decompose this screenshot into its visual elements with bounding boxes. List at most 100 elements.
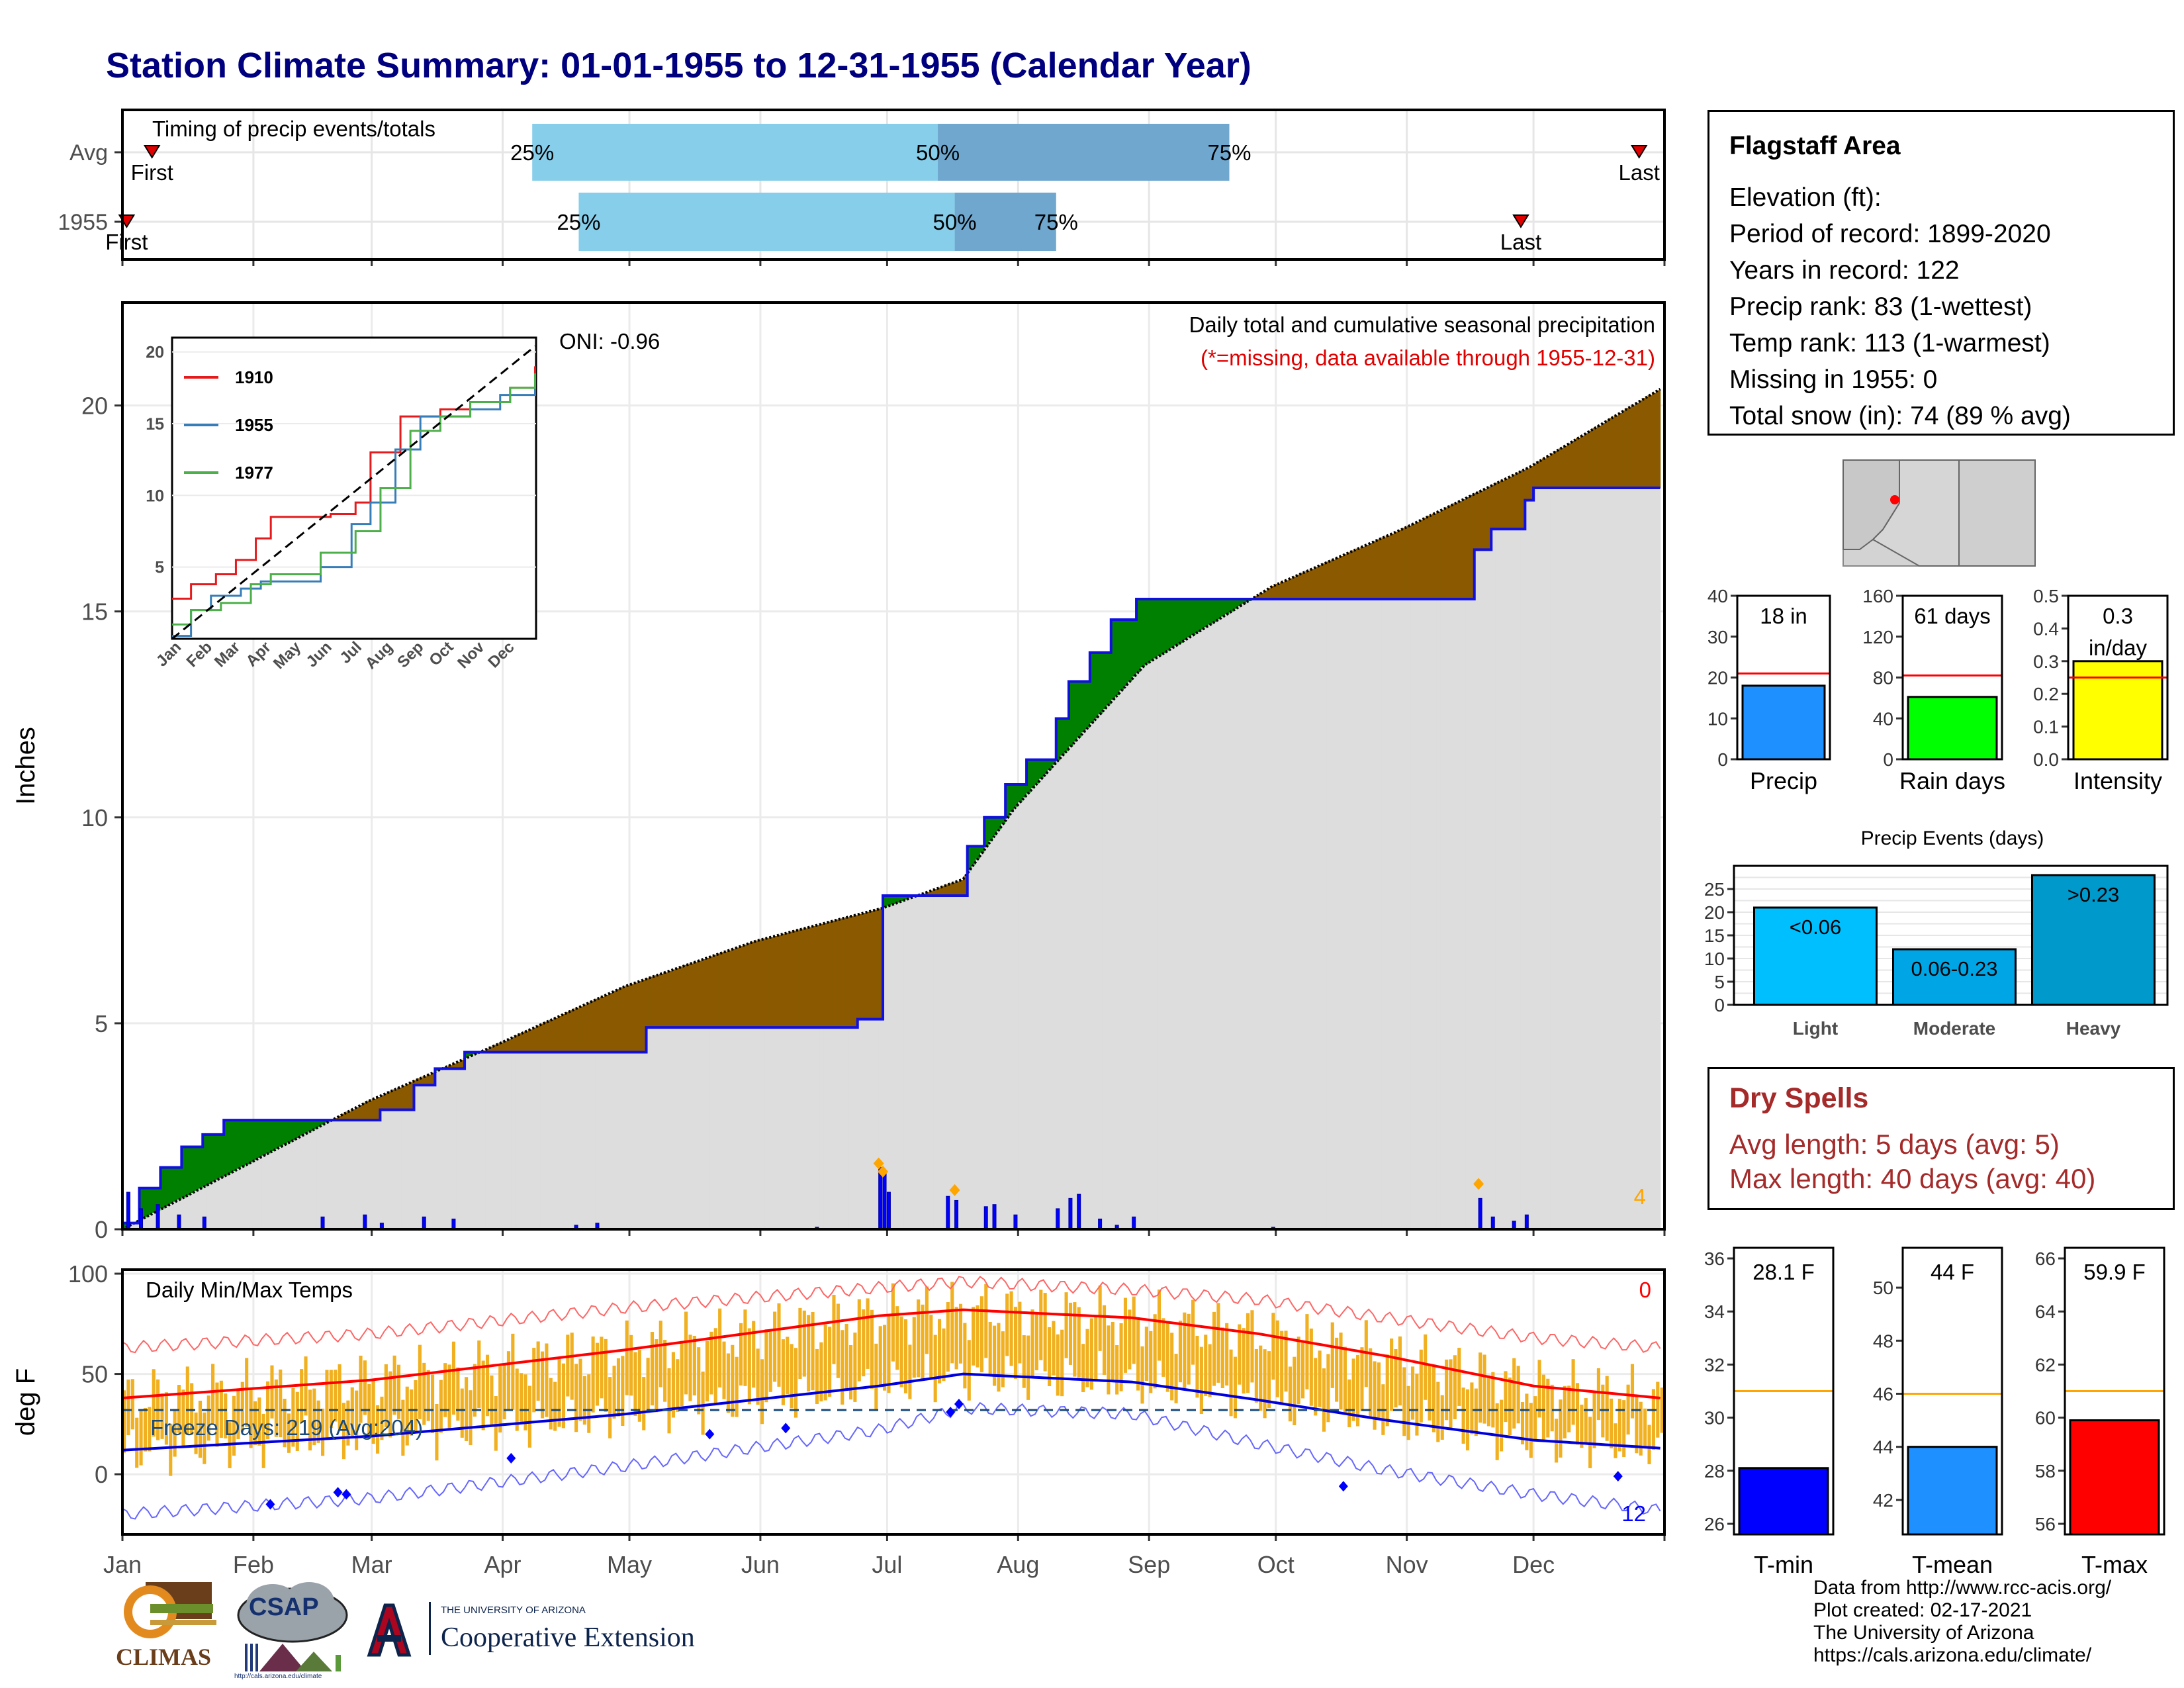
main-departure-band xyxy=(743,944,749,1028)
temp-daily-bar xyxy=(903,1319,908,1393)
temp-daily-bar xyxy=(1220,1327,1224,1388)
main-departure-band xyxy=(1406,526,1412,599)
temp-daily-bar xyxy=(520,1373,523,1423)
main-base-band xyxy=(130,1223,136,1229)
main-departure-band xyxy=(1022,784,1027,798)
temp-daily-bar xyxy=(401,1399,405,1456)
temp-daily-bar xyxy=(848,1344,853,1400)
tbar-y-tick-label: 60 xyxy=(2035,1408,2056,1429)
main-departure-band xyxy=(1495,483,1500,530)
main-base-band xyxy=(1335,599,1340,1229)
main-departure-band xyxy=(972,846,977,865)
main-base-band xyxy=(1204,627,1209,1229)
main-base-band xyxy=(1034,783,1040,1229)
main-base-band xyxy=(515,1052,520,1229)
main-base-band xyxy=(1470,599,1475,1229)
temp-daily-bar xyxy=(747,1328,751,1405)
main-departure-band xyxy=(798,929,803,1028)
temp-daily-bar xyxy=(878,1326,882,1386)
main-base-band xyxy=(887,906,892,1229)
main-base-band xyxy=(1153,658,1158,1229)
station-info-box: Flagstaff Area Elevation (ft): Period of… xyxy=(1707,110,2175,436)
main-departure-band xyxy=(954,881,960,896)
main-departure-band xyxy=(1635,402,1640,488)
temp-daily-bar xyxy=(1482,1354,1486,1424)
temp-daily-bar xyxy=(359,1355,363,1423)
page-title: Station Climate Summary: 01-01-1955 to 1… xyxy=(106,46,1251,85)
main-departure-band xyxy=(963,876,968,896)
main-base-band xyxy=(726,1027,731,1229)
main-departure-band xyxy=(819,923,825,1028)
main-base-band xyxy=(160,1208,165,1229)
temp-daily-bar xyxy=(667,1368,671,1434)
main-base-band xyxy=(1495,529,1500,1230)
main-daily-bar xyxy=(126,1192,130,1230)
main-base-band xyxy=(895,902,901,1229)
dry-spells-max: Max length: 40 days (avg: 40) xyxy=(1729,1163,2096,1194)
station-temp-rank: Temp rank: 113 (1-warmest) xyxy=(1729,329,2050,357)
temp-daily-bar xyxy=(135,1417,139,1468)
main-departure-band xyxy=(549,1019,554,1053)
tbar-y-tick-label: 46 xyxy=(1873,1384,1893,1405)
main-base-band xyxy=(608,1052,614,1229)
tbar-frame xyxy=(2064,1246,2165,1536)
main-departure-band xyxy=(1377,539,1382,599)
main-base-band xyxy=(1030,788,1036,1229)
main-y-tick-label: 5 xyxy=(95,1010,108,1037)
temp-daily-bar xyxy=(1111,1321,1115,1381)
mini-y-tick-label: 80 xyxy=(1873,668,1893,688)
main-departure-band xyxy=(1373,541,1378,599)
temp-x-tick-label: Dec xyxy=(1512,1551,1555,1578)
main-base-band xyxy=(334,1120,339,1229)
main-base-band xyxy=(316,1127,322,1229)
main-base-band xyxy=(997,829,1002,1229)
main-base-band xyxy=(1305,599,1310,1229)
temp-daily-bar xyxy=(1479,1352,1482,1423)
main-departure-band xyxy=(646,978,651,1028)
temp-daily-bar xyxy=(1267,1351,1271,1409)
main-departure-band xyxy=(1394,532,1399,599)
tbar-y-tick-label: 34 xyxy=(1704,1301,1725,1322)
tbar-value-bar xyxy=(2069,1419,2160,1536)
temp-daily-bar xyxy=(1410,1366,1415,1420)
main-base-band xyxy=(1254,599,1259,1229)
temp-daily-bar xyxy=(456,1367,460,1421)
tbar-y-tick-label: 66 xyxy=(2035,1248,2056,1269)
temp-daily-bar xyxy=(245,1358,249,1427)
inset-series-line xyxy=(172,373,536,626)
main-base-band xyxy=(1643,488,1649,1229)
temp-daily-bar xyxy=(1639,1401,1643,1456)
main-departure-band xyxy=(671,969,676,1028)
temp-daily-bar xyxy=(190,1383,194,1435)
main-base-band xyxy=(1064,751,1069,1229)
main-base-band xyxy=(283,1145,288,1229)
main-base-band xyxy=(1377,599,1382,1229)
main-departure-band xyxy=(625,985,630,1053)
temp-daily-bar xyxy=(1144,1327,1148,1382)
main-departure-band xyxy=(633,982,639,1053)
main-base-band xyxy=(811,1027,816,1229)
main-departure-band xyxy=(1479,491,1484,550)
temp-daily-bar xyxy=(443,1363,447,1417)
main-base-band xyxy=(1233,608,1238,1229)
main-base-band xyxy=(1081,732,1087,1229)
main-base-band xyxy=(1559,488,1564,1229)
main-base-band xyxy=(1187,637,1192,1229)
main-departure-band xyxy=(410,1082,415,1110)
main-departure-band xyxy=(929,890,934,896)
temp-bar-panels: 26 28 30 32 34 36 28.1 F T-min 42 44 46 48 50 44 F T-m… xyxy=(1704,1246,2165,1578)
temp-daily-bar xyxy=(1567,1385,1571,1432)
station-missing: Missing in 1955: 0 xyxy=(1729,365,1938,394)
temp-daily-bar xyxy=(722,1341,726,1399)
main-departure-band xyxy=(456,1061,461,1069)
main-base-band xyxy=(967,870,972,1229)
main-departure-band xyxy=(1567,443,1572,488)
temp-daily-bar xyxy=(490,1375,494,1425)
main-base-band xyxy=(1216,619,1222,1229)
main-base-band xyxy=(566,1052,571,1229)
main-departure-band xyxy=(739,946,744,1028)
ua-a-icon xyxy=(367,1603,412,1657)
temp-daily-bar xyxy=(1474,1388,1478,1436)
main-departure-band xyxy=(1440,509,1445,599)
